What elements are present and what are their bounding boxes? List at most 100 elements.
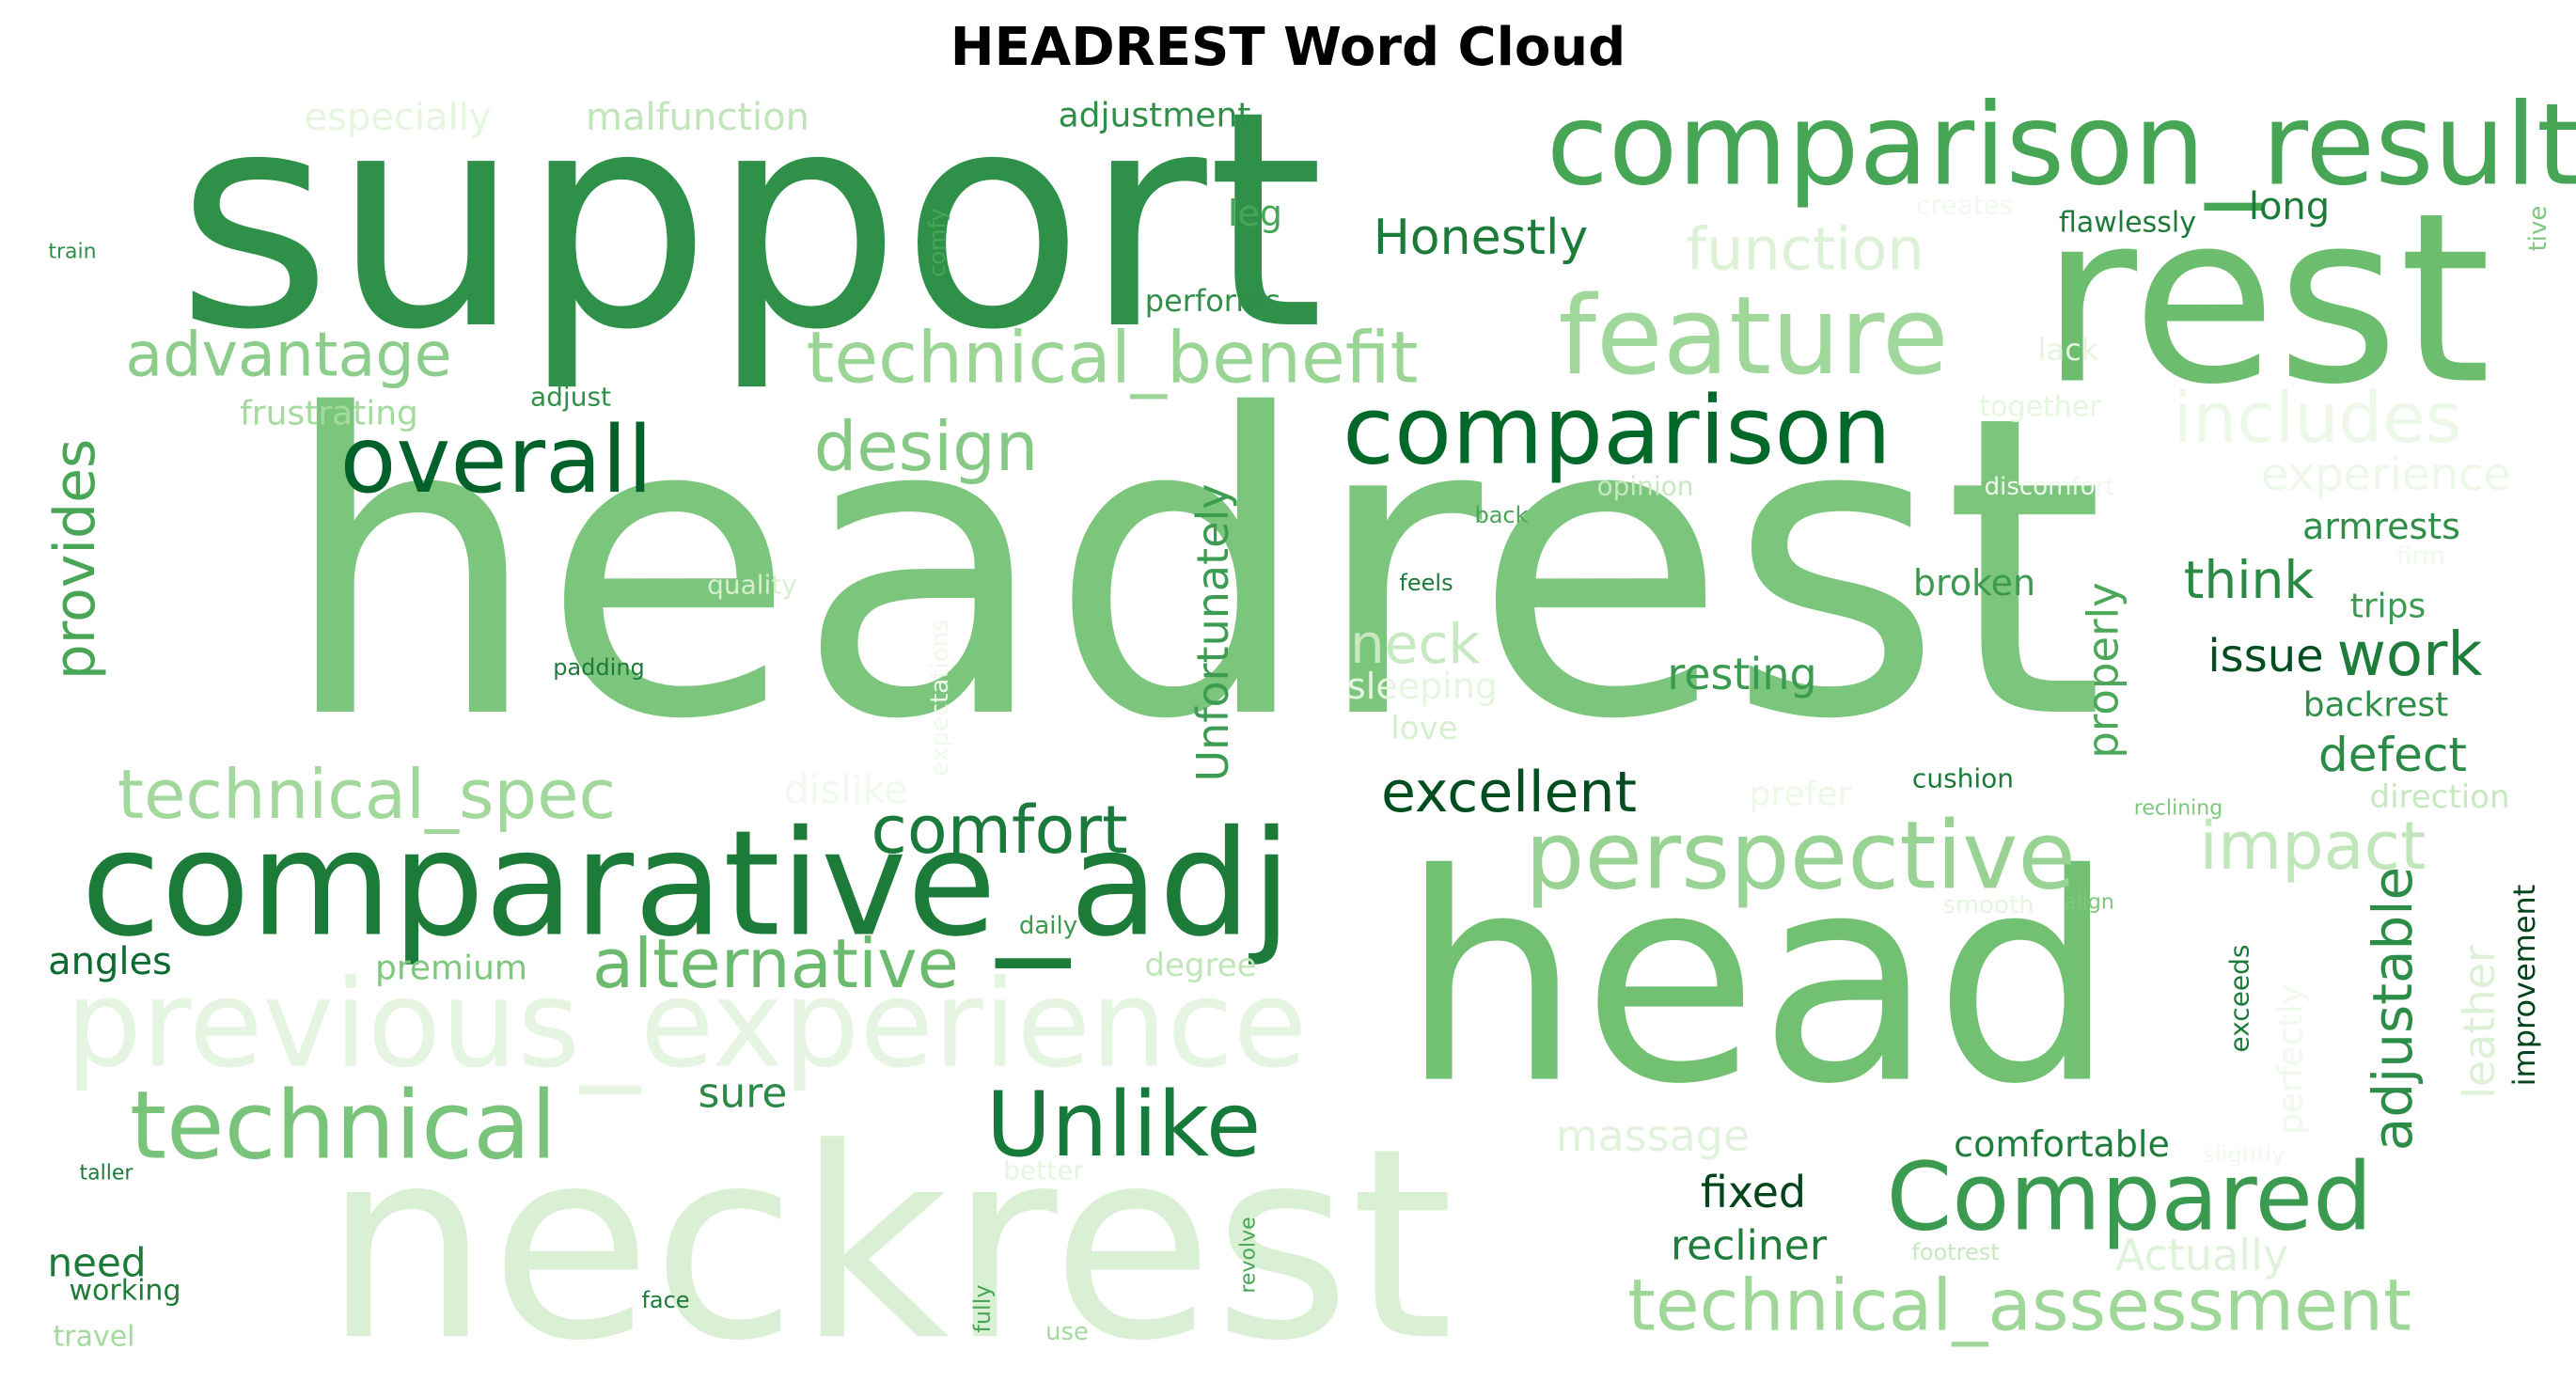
word-comparative-adj: comparative_adj xyxy=(81,799,1292,969)
word-head: head xyxy=(1400,813,2115,1147)
word-unfortunately: Unfortunately xyxy=(1187,484,1238,782)
word-degree: degree xyxy=(1144,947,1256,984)
word-adjustable: adjustable xyxy=(2361,867,2425,1151)
word-flawlessly: flawlessly xyxy=(2059,207,2196,240)
word-fully: fully xyxy=(969,1284,996,1332)
word-long: long xyxy=(2249,185,2330,228)
word-technical-benefit: technical_benefit xyxy=(807,316,1419,400)
word-recliner: recliner xyxy=(1671,1222,1828,1270)
word-lack: lack xyxy=(2038,332,2099,368)
word-taller: taller xyxy=(80,1162,134,1186)
word-together: together xyxy=(1979,391,2101,424)
word-back: back xyxy=(1474,502,1528,528)
word-adjust: adjust xyxy=(530,382,611,413)
word-honestly: Honestly xyxy=(1374,210,1589,266)
word-impact: impact xyxy=(2200,808,2427,885)
word-smooth: smooth xyxy=(1942,891,2034,919)
word-perspective: perspective xyxy=(1525,801,2076,911)
word-discomfort: discomfort xyxy=(1985,473,2115,501)
word-comparison: comparison xyxy=(1343,376,1892,486)
word-align: align xyxy=(2064,891,2114,915)
word-alternative: alternative xyxy=(592,924,959,1003)
word-leg: leg xyxy=(1228,193,1282,234)
word-massage: massage xyxy=(1556,1110,1751,1161)
word-revolve: revolve xyxy=(1237,1217,1261,1293)
word-design: design xyxy=(814,407,1039,486)
word-trips: trips xyxy=(2350,588,2427,626)
word-dislike: dislike xyxy=(784,767,908,813)
word-comfort: comfort xyxy=(871,792,1127,869)
word-quality: quality xyxy=(707,570,797,601)
word-feature: feature xyxy=(1558,274,1948,400)
word-tive: tive xyxy=(2524,206,2552,252)
word-unlike: Unlike xyxy=(986,1074,1262,1177)
word-slightly: slightly xyxy=(2204,1141,2285,1168)
word-support: support xyxy=(177,47,1325,395)
word-footrest: footrest xyxy=(1911,1239,1999,1265)
word-function: function xyxy=(1686,215,1924,284)
chart-title: HEADREST Word Cloud xyxy=(950,17,1626,78)
word-direction: direction xyxy=(2370,778,2510,816)
word-technical-assessment: technical_assessment xyxy=(1627,1264,2411,1347)
word-adjustment: adjustment xyxy=(1059,97,1251,135)
word-perfectly: perfectly xyxy=(2272,984,2311,1135)
word-premium: premium xyxy=(375,950,527,988)
word-neck: neck xyxy=(1350,612,1480,676)
word-need: need xyxy=(48,1240,147,1286)
word-firm: firm xyxy=(2396,542,2445,571)
word-working: working xyxy=(70,1275,181,1308)
word-feels: feels xyxy=(1399,570,1453,596)
word-creates: creates xyxy=(1916,190,2013,221)
word-travel: travel xyxy=(53,1321,134,1354)
word-sleeping: sleeping xyxy=(1347,666,1498,707)
word-frustrating: frustrating xyxy=(240,395,418,433)
word-provides: provides xyxy=(42,439,108,681)
word-especially: especially xyxy=(305,96,492,139)
word-technical-spec: technical_spec xyxy=(118,755,616,834)
word-previous-experience: previous_experience xyxy=(66,955,1308,1095)
word-properly: properly xyxy=(2079,582,2128,759)
word-malfunction: malfunction xyxy=(586,96,809,139)
word-performs: performs xyxy=(1145,283,1280,319)
word-exceeds: exceeds xyxy=(2224,944,2255,1052)
word-advantage: advantage xyxy=(125,321,451,391)
word-reclining: reclining xyxy=(2134,797,2223,821)
word-fixed: fixed xyxy=(1701,1167,1806,1217)
word-issue: issue xyxy=(2207,630,2323,683)
word-leather: leather xyxy=(2454,945,2505,1099)
word-expectations: expectations xyxy=(926,619,954,776)
word-use: use xyxy=(1045,1318,1089,1346)
word-opinion: opinion xyxy=(1596,471,1693,502)
word-defect: defect xyxy=(2318,728,2467,782)
word-love: love xyxy=(1390,710,1457,747)
word-improvement: improvement xyxy=(2506,885,2542,1087)
word-better: better xyxy=(1003,1155,1084,1186)
word-comfy: comfy xyxy=(924,208,950,277)
word-face: face xyxy=(641,1287,689,1313)
word-sure: sure xyxy=(698,1070,787,1118)
word-includes: includes xyxy=(2174,378,2462,459)
word-daily: daily xyxy=(1019,912,1077,940)
word-comfortable: comfortable xyxy=(1954,1123,2170,1165)
word-angles: angles xyxy=(48,940,172,983)
word-resting: resting xyxy=(1667,649,1816,699)
word-padding: padding xyxy=(553,654,645,681)
word-overall: overall xyxy=(339,407,652,514)
word-experience: experience xyxy=(2261,448,2511,501)
word-prefer: prefer xyxy=(1750,776,1852,814)
word-train: train xyxy=(48,241,96,264)
word-technical: technical xyxy=(130,1071,557,1181)
word-comparison-result: comparison_result xyxy=(1547,81,2576,212)
word-neckrest: neckrest xyxy=(323,1092,1454,1382)
word-compared: Compared xyxy=(1886,1142,2372,1252)
word-excellent: excellent xyxy=(1381,760,1637,825)
word-rest: rest xyxy=(2040,163,2490,436)
word-think: think xyxy=(2184,550,2315,610)
word-cushion: cushion xyxy=(1912,763,2014,794)
word-armrests: armrests xyxy=(2302,506,2460,547)
word-broken: broken xyxy=(1913,562,2035,604)
word-work: work xyxy=(2337,620,2483,690)
word-backrest: backrest xyxy=(2303,686,2449,725)
word-actually: Actually xyxy=(2115,1230,2288,1280)
